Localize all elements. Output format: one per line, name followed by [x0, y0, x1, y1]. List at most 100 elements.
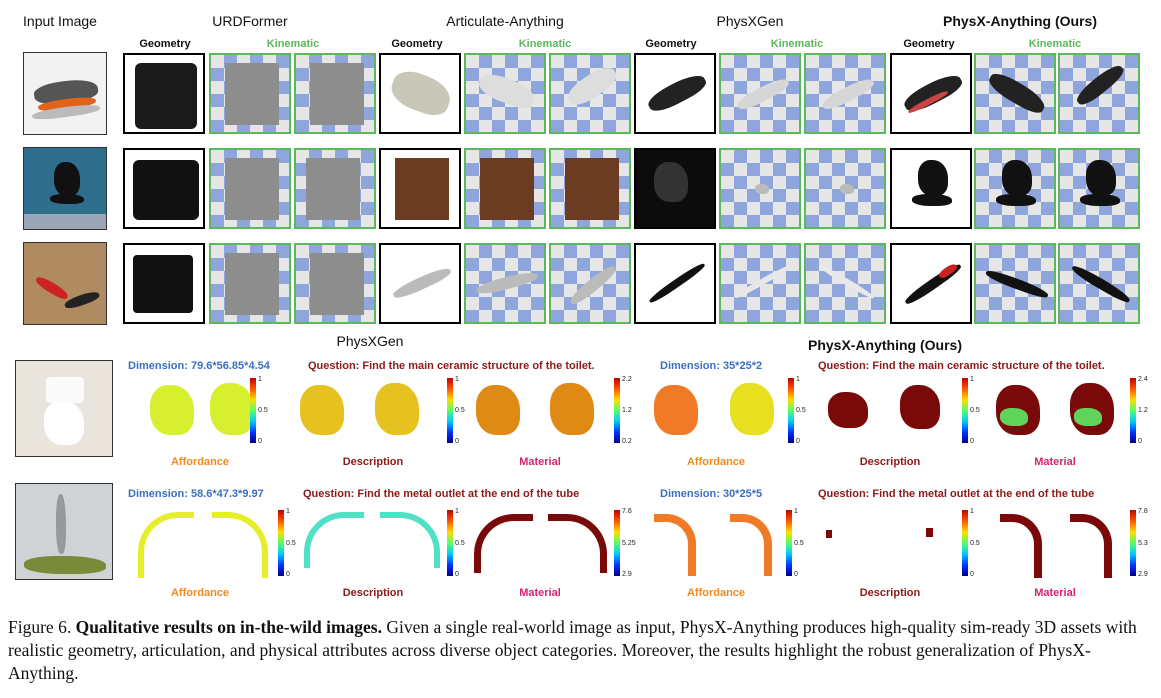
physxgen-kinematic-3a: [719, 243, 801, 324]
tick: 1: [796, 376, 800, 383]
description-label: Description: [342, 587, 404, 599]
tick: 2.2: [622, 376, 632, 383]
material-label: Material: [519, 587, 561, 599]
tick: 7.8: [1138, 508, 1148, 515]
tick: 0: [970, 438, 974, 445]
tick: 7.6: [622, 508, 632, 515]
affordance-label: Affordance: [170, 456, 230, 468]
colorbar: [1130, 510, 1136, 576]
tick: 0: [258, 438, 262, 445]
toilet-description-physxgen-a: [300, 385, 344, 435]
tick: 5.25: [622, 540, 636, 547]
description-label: Description: [342, 456, 404, 468]
physxgen-geometry-1: [634, 53, 716, 134]
geometry-subheader: Geometry: [139, 38, 191, 50]
affordance-label: Affordance: [686, 456, 746, 468]
tick: 0.2: [622, 438, 632, 445]
tick: 1.2: [622, 407, 632, 414]
physxgen-kinematic-3b: [804, 243, 886, 324]
aa-kinematic-3a: [464, 243, 546, 324]
ours-kinematic-1a: [974, 53, 1056, 134]
dimension-ours-2: Dimension: 30*25*5: [660, 488, 763, 500]
tick: 0.5: [796, 407, 806, 414]
geometry-subheader: Geometry: [391, 38, 443, 50]
colorbar: [962, 378, 968, 443]
tick: 0: [455, 571, 459, 578]
tick: 0.5: [286, 540, 296, 547]
urdformer-geometry-1: [123, 53, 205, 134]
aa-kinematic-2a: [464, 148, 546, 229]
toilet-material-ours-seat-b: [1074, 408, 1102, 426]
geometry-subheader: Geometry: [903, 38, 955, 50]
tick: 1: [258, 376, 262, 383]
colorbar: [962, 510, 968, 576]
physxgen-kinematic-1b: [804, 53, 886, 134]
urdformer-kinematic-1b: [294, 53, 376, 134]
ours-header: PhysX-Anything (Ours): [942, 13, 1097, 29]
urdformer-kinematic-2a: [209, 148, 291, 229]
question-physxgen-2: Question: Find the metal outlet at the e…: [303, 488, 580, 500]
input-image-toilet: [15, 360, 113, 457]
urdformer-kinematic-3a: [209, 243, 291, 324]
input-image-header: Input Image: [23, 13, 97, 29]
tick: 1: [455, 508, 459, 515]
faucet-description-ours-b: [926, 528, 933, 537]
input-image-chair: [23, 147, 107, 230]
toilet-description-physxgen-b: [375, 383, 419, 435]
toilet-material-physxgen-a: [476, 385, 520, 435]
toilet-affordance-ours-b: [730, 383, 774, 435]
toilet-description-ours-a: [828, 392, 868, 428]
description-label: Description: [859, 456, 921, 468]
physxgen-geometry-3: [634, 243, 716, 324]
tick: 2.4: [1138, 376, 1148, 383]
faucet-material-ours-b: [1070, 514, 1112, 578]
toilet-description-ours-b: [900, 385, 940, 429]
urdformer-kinematic-2b: [294, 148, 376, 229]
toilet-affordance-physxgen-a: [150, 385, 194, 435]
figure-caption: Figure 6. Qualitative results on in-the-…: [8, 616, 1153, 685]
toilet-affordance-physxgen-b: [210, 383, 254, 435]
faucet-affordance-physxgen-a: [138, 512, 194, 578]
caption-prefix: Figure 6.: [8, 617, 72, 637]
colorbar: [1130, 378, 1136, 443]
tick: 0.5: [258, 407, 268, 414]
aa-geometry-1: [379, 53, 461, 134]
colorbar: [614, 510, 620, 576]
tick: 0: [286, 571, 290, 578]
ours-kinematic-2b: [1058, 148, 1140, 229]
faucet-description-physxgen-b: [380, 512, 440, 568]
physxgen-kinematic-2a: [719, 148, 801, 229]
tick: 1: [455, 376, 459, 383]
urdformer-geometry-3: [123, 243, 205, 324]
colorbar: [250, 378, 256, 443]
faucet-affordance-physxgen-b: [212, 512, 268, 578]
ours-kinematic-3b: [1058, 243, 1140, 324]
tick: 0.5: [455, 540, 465, 547]
kinematic-subheader: Kinematic: [1028, 38, 1082, 50]
ours-geometry-2: [890, 148, 972, 229]
kinematic-subheader: Kinematic: [770, 38, 824, 50]
toilet-material-physxgen-b: [550, 383, 594, 435]
physxgen-kinematic-2b: [804, 148, 886, 229]
lower-ours-header: PhysX-Anything (Ours): [807, 337, 962, 353]
urdformer-kinematic-3b: [294, 243, 376, 324]
physxgen-geometry-2: [634, 148, 716, 229]
tick: 0: [970, 571, 974, 578]
urdformer-kinematic-1a: [209, 53, 291, 134]
ours-geometry-1: [890, 53, 972, 134]
input-image-stapler: [23, 52, 107, 135]
faucet-description-physxgen-a: [304, 512, 364, 568]
geometry-subheader: Geometry: [645, 38, 697, 50]
tick: 1.2: [1138, 407, 1148, 414]
colorbar: [788, 378, 794, 443]
aa-kinematic-1b: [549, 53, 631, 134]
affordance-label: Affordance: [170, 587, 230, 599]
tick: 0.5: [970, 407, 980, 414]
tick: 2.9: [622, 571, 632, 578]
question-physxgen-1: Question: Find the main ceramic structur…: [308, 360, 595, 372]
tick: 1: [794, 508, 798, 515]
input-image-pliers: [23, 242, 107, 325]
tick: 0: [796, 438, 800, 445]
material-label: Material: [519, 456, 561, 468]
affordance-label: Affordance: [686, 587, 746, 599]
